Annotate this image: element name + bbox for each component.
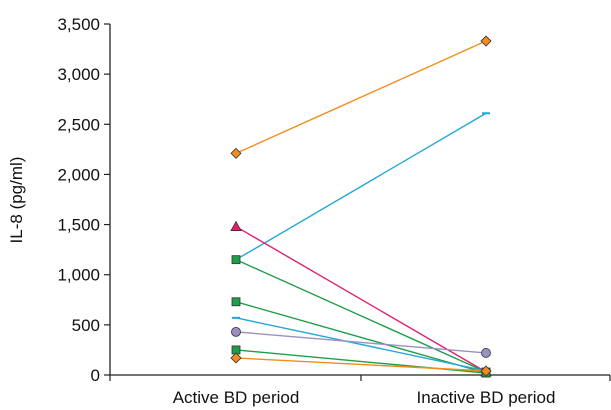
x-ticks: Active BD period Inactive BD period — [109, 375, 611, 407]
series-line — [235, 259, 487, 373]
series-line — [235, 40, 487, 155]
data-point — [230, 220, 242, 231]
series-line — [235, 225, 487, 373]
axes — [109, 24, 610, 376]
series-line — [235, 112, 487, 261]
data-point — [230, 147, 242, 159]
data-point — [480, 35, 492, 47]
series-layer — [230, 35, 492, 378]
y-ticks: 0 500 1,000 1,500 2,000 2,500 3,000 3,500 — [57, 15, 110, 385]
series-4 — [231, 255, 491, 377]
series-line — [235, 357, 487, 372]
y-tick-label: 0 — [91, 366, 100, 385]
x-tick-label: Active BD period — [173, 388, 300, 407]
y-tick-label: 2,500 — [57, 115, 100, 134]
series-1 — [230, 35, 492, 159]
data-point — [480, 365, 492, 377]
series-9 — [230, 352, 492, 377]
data-point — [230, 352, 242, 364]
series-line — [235, 317, 487, 372]
series-2 — [232, 112, 490, 261]
data-point — [231, 297, 241, 307]
data-point — [481, 348, 491, 358]
data-point — [231, 255, 241, 265]
y-tick-label: 3,000 — [57, 65, 100, 84]
y-tick-label: 1,000 — [57, 266, 100, 285]
y-axis-title: IL-8 (pg/ml) — [7, 157, 26, 244]
series-line — [235, 331, 487, 354]
series-6 — [232, 316, 490, 372]
data-point — [231, 326, 241, 337]
series-7 — [231, 326, 491, 358]
y-tick-label: 2,000 — [57, 165, 100, 184]
y-tick-label: 500 — [72, 316, 100, 335]
series-line — [235, 301, 487, 374]
y-tick-label: 1,500 — [57, 216, 100, 235]
y-tick-label: 3,500 — [57, 15, 100, 34]
x-tick-label: Inactive BD period — [417, 388, 556, 407]
